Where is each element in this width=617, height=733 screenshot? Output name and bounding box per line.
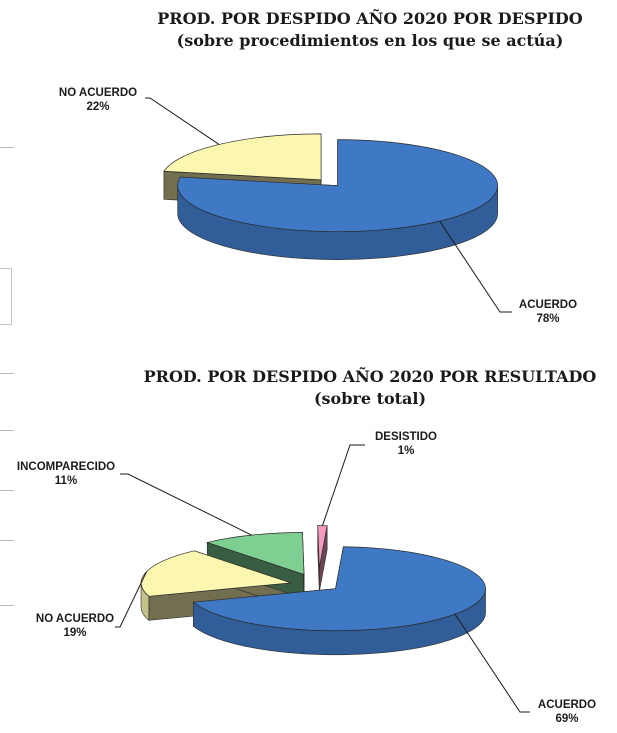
chart-1-title: PROD. POR DESPIDO AÑO 2020 POR DESPIDO bbox=[157, 9, 583, 28]
pie1-label-no-acuerdo: NO ACUERDO bbox=[59, 87, 137, 99]
pie2-value-desistido: 1% bbox=[398, 445, 415, 457]
pie2-label-acuerdo: ACUERDO bbox=[538, 699, 596, 711]
pie2-value-incomparecido: 11% bbox=[55, 475, 77, 487]
pie2-leader-no-acuerdo bbox=[115, 571, 148, 628]
pie2-label-incomparecido: INCOMPARECIDO bbox=[17, 461, 115, 473]
pie2-slice-incomparecido bbox=[205, 532, 305, 575]
chart-1-title-block: PROD. POR DESPIDO AÑO 2020 POR DESPIDO (… bbox=[130, 8, 610, 52]
chart-1-subtitle: (sobre procedimientos en los que se actú… bbox=[176, 31, 564, 50]
left-edge-fragment bbox=[0, 605, 14, 606]
pie2-label-no-acuerdo: NO ACUERDO bbox=[36, 613, 114, 625]
left-edge-fragment bbox=[0, 147, 14, 148]
left-edge-fragment bbox=[0, 430, 14, 431]
left-edge-fragment bbox=[0, 268, 12, 325]
pie2-value-acuerdo: 69% bbox=[555, 713, 578, 725]
pie1-slice-acuerdo bbox=[177, 139, 498, 233]
pie2-leader-desistido bbox=[321, 444, 365, 526]
pie1-leader-no-acuerdo bbox=[145, 97, 220, 145]
pie1-label-acuerdo: ACUERDO bbox=[519, 299, 577, 311]
left-edge-fragment bbox=[0, 373, 14, 374]
pie1-value-no-acuerdo: 22% bbox=[86, 101, 109, 113]
pie1-slice-no-acuerdo bbox=[163, 133, 322, 181]
pie2-slice-acuerdo bbox=[192, 546, 486, 632]
left-edge-fragment bbox=[0, 540, 14, 541]
pie2-leader-incomparecido bbox=[120, 473, 252, 536]
pie1-leader-acuerdo bbox=[439, 220, 512, 313]
pie1-value-acuerdo: 78% bbox=[536, 313, 559, 325]
pie2-value-no-acuerdo: 19% bbox=[63, 627, 86, 639]
pie2-leader-acuerdo bbox=[454, 613, 530, 713]
left-edge-fragment bbox=[0, 490, 14, 491]
pie2-label-desistido: DESISTIDO bbox=[375, 431, 437, 443]
chart-2-title: PROD. POR DESPIDO AÑO 2020 POR RESULTADO bbox=[143, 367, 597, 386]
chart-2-subtitle: (sobre total) bbox=[313, 389, 427, 408]
chart-2-title-block: PROD. POR DESPIDO AÑO 2020 POR RESULTADO… bbox=[130, 366, 610, 410]
